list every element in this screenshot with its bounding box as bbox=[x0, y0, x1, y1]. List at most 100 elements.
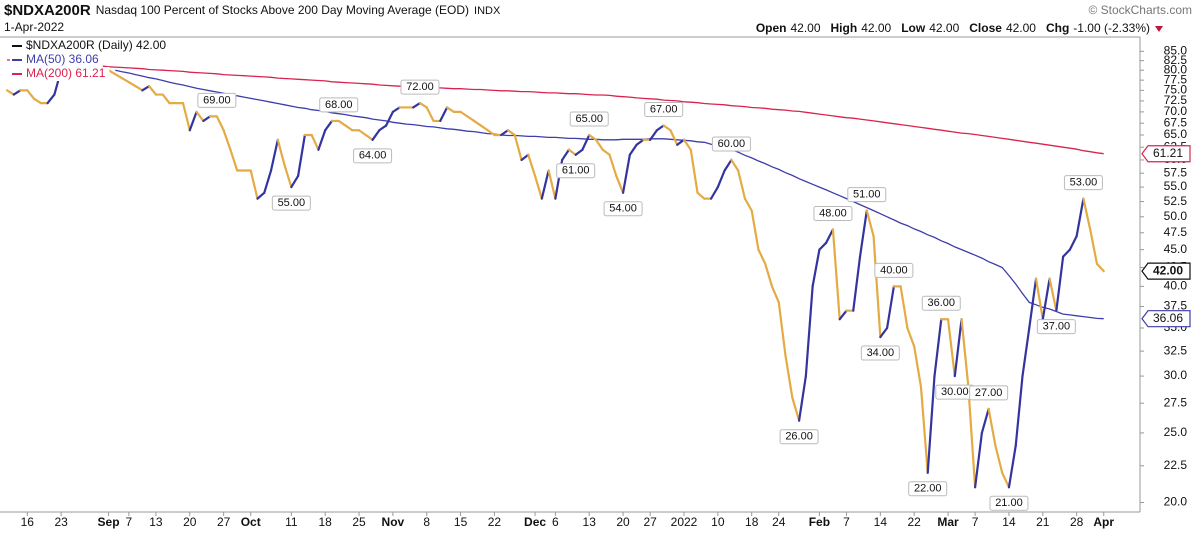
value-label-box bbox=[353, 148, 393, 164]
value-label-box bbox=[908, 481, 948, 497]
price-segment bbox=[378, 124, 388, 132]
price-segment bbox=[107, 69, 117, 76]
y-tick-label: 30.0 bbox=[1164, 368, 1188, 382]
value-label: 65.00 bbox=[575, 113, 603, 125]
value-label-box bbox=[860, 345, 900, 361]
price-segment bbox=[46, 93, 56, 105]
quote-label: Low bbox=[901, 21, 926, 35]
price-segment bbox=[811, 248, 821, 288]
value-label: 53.00 bbox=[1070, 177, 1098, 189]
value-label-box bbox=[847, 187, 887, 203]
x-tick-label: 18 bbox=[745, 515, 759, 529]
ma-line bbox=[115, 69, 1104, 320]
price-segment bbox=[1068, 234, 1078, 251]
price-segment bbox=[1041, 277, 1051, 321]
price-segment bbox=[743, 197, 753, 212]
value-label: 61.00 bbox=[562, 165, 590, 177]
price-segment bbox=[588, 133, 598, 141]
ma-line bbox=[6, 59, 1104, 155]
price-segment bbox=[696, 191, 706, 200]
quote-label: High bbox=[831, 21, 858, 35]
quote-label: Chg bbox=[1046, 21, 1069, 35]
price-segment bbox=[737, 169, 747, 200]
price-segment bbox=[473, 119, 482, 127]
price-segment bbox=[899, 285, 909, 330]
legend-label: $NDXA200R (Daily) 42.00 bbox=[26, 38, 166, 52]
value-label-box bbox=[874, 262, 914, 278]
y-tick-label: 77.5 bbox=[1164, 72, 1188, 86]
price-segment bbox=[310, 133, 320, 151]
last-value-label: 36.06 bbox=[1153, 311, 1183, 325]
price-segment bbox=[784, 354, 794, 399]
price-segment bbox=[770, 285, 780, 304]
x-tick-label: 25 bbox=[352, 515, 366, 529]
value-label-box bbox=[319, 97, 359, 113]
value-label: 72.00 bbox=[406, 81, 434, 93]
price-segment bbox=[297, 133, 306, 178]
value-label: 68.00 bbox=[325, 99, 353, 111]
y-tick-label: 57.5 bbox=[1164, 165, 1188, 179]
price-segment bbox=[324, 119, 334, 132]
price-segment bbox=[527, 153, 537, 178]
price-segment bbox=[1028, 277, 1038, 330]
price-segment bbox=[127, 81, 137, 88]
y-tick-label: 67.5 bbox=[1164, 115, 1188, 129]
price-segment bbox=[1055, 255, 1065, 312]
price-segment bbox=[188, 110, 198, 132]
y-tick-label: 25.0 bbox=[1164, 425, 1188, 439]
price-segment bbox=[412, 101, 422, 109]
price-segment bbox=[608, 153, 618, 178]
value-label-box bbox=[197, 92, 237, 108]
price-segment bbox=[1001, 471, 1011, 489]
price-segment bbox=[825, 228, 835, 244]
price-segment bbox=[120, 77, 130, 84]
price-segment bbox=[256, 191, 266, 200]
price-segment bbox=[344, 124, 354, 132]
x-tick-label: Sep bbox=[98, 515, 120, 529]
x-tick-label: 16 bbox=[21, 515, 35, 529]
price-segment bbox=[974, 431, 983, 489]
last-value-label: 42.00 bbox=[1153, 263, 1183, 277]
y-tick-label: 52.5 bbox=[1164, 194, 1188, 208]
price-segment bbox=[269, 138, 279, 172]
value-label-box bbox=[969, 385, 1009, 401]
x-tick-label: 18 bbox=[319, 515, 333, 529]
quote-value: -1.00 (-2.33%) bbox=[1073, 21, 1150, 35]
price-segment bbox=[215, 115, 225, 132]
value-label: 26.00 bbox=[785, 431, 813, 443]
price-segment bbox=[980, 407, 990, 435]
price-segment bbox=[797, 374, 807, 422]
value-label: 55.00 bbox=[278, 197, 306, 209]
price-segment bbox=[689, 148, 699, 194]
value-label-box bbox=[813, 206, 853, 222]
price-segment bbox=[913, 345, 923, 388]
price-segment bbox=[276, 138, 286, 167]
price-segment bbox=[838, 309, 848, 321]
price-segment bbox=[479, 124, 489, 132]
legend-bg bbox=[10, 39, 171, 53]
value-label-box bbox=[1036, 319, 1076, 335]
price-segment bbox=[662, 124, 672, 132]
y-tick-label: 50.0 bbox=[1164, 209, 1188, 223]
x-tick-label: Nov bbox=[382, 515, 405, 529]
price-segment bbox=[5, 89, 15, 96]
price-segment bbox=[1014, 374, 1024, 447]
y-tick-label: 45.0 bbox=[1164, 242, 1188, 256]
x-tick-label: Dec bbox=[524, 515, 546, 529]
price-segment bbox=[1048, 277, 1058, 312]
value-label: 54.00 bbox=[609, 203, 637, 215]
price-segment bbox=[439, 106, 449, 123]
price-segment bbox=[249, 169, 259, 200]
last-value-marker bbox=[1141, 310, 1191, 328]
value-label: 69.00 bbox=[203, 94, 231, 106]
x-tick-label: 22 bbox=[908, 515, 922, 529]
price-segment bbox=[222, 129, 232, 151]
last-value-label: 61.21 bbox=[1153, 146, 1183, 160]
x-tick-label: 13 bbox=[149, 515, 163, 529]
price-segment bbox=[865, 209, 875, 238]
price-segment bbox=[885, 285, 895, 330]
price-segment bbox=[195, 110, 205, 123]
y-tick-label: 80.0 bbox=[1164, 62, 1188, 76]
price-segment bbox=[229, 148, 239, 172]
